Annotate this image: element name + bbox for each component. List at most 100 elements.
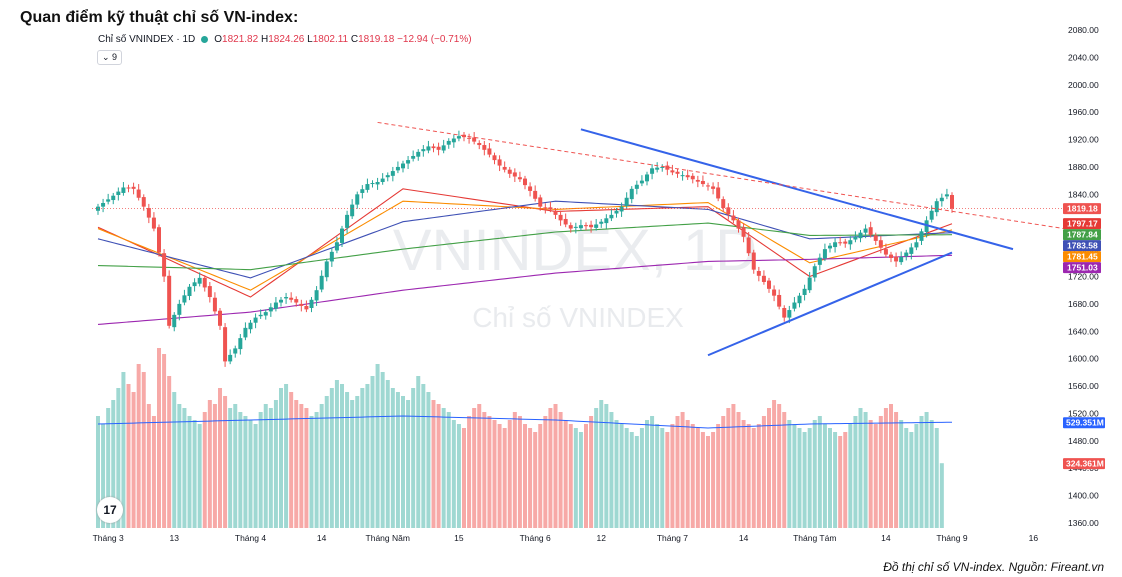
volume-bar xyxy=(253,424,258,528)
candle-body xyxy=(141,197,146,207)
volume-bar xyxy=(507,420,512,528)
volume-bar xyxy=(273,400,278,528)
candle-body xyxy=(878,240,883,248)
volume-bar xyxy=(700,432,705,528)
trendline-3[interactable] xyxy=(377,121,1064,230)
volume-bar xyxy=(828,428,832,528)
y-tick-label: 1960.00 xyxy=(1068,107,1099,117)
figure-caption: Đồ thị chỉ số VN-index. Nguồn: Fireant.v… xyxy=(883,560,1104,574)
volume-bar xyxy=(650,416,655,528)
trendline-1[interactable] xyxy=(580,128,1014,251)
volume-bar xyxy=(767,408,771,528)
candle-body xyxy=(629,188,634,200)
close-label: C xyxy=(350,34,359,45)
candle-body xyxy=(873,235,878,241)
candle-body xyxy=(207,286,212,298)
volume-bar xyxy=(822,424,827,528)
candle-body xyxy=(416,151,421,157)
candle-body xyxy=(106,199,111,202)
x-tick-label: Tháng Năm xyxy=(366,533,410,543)
volume-ma-tag xyxy=(1063,417,1105,429)
volume-bar xyxy=(731,404,736,528)
volume-bar xyxy=(411,388,416,528)
candle-body xyxy=(421,149,426,152)
ohlc-readout: O1821.82 H1824.26 L1802.11 C1819.18 −12.… xyxy=(214,34,471,45)
volume-bar xyxy=(268,408,273,528)
y-tick-label: 2080.00 xyxy=(1068,25,1099,35)
x-tick-label: 14 xyxy=(317,533,327,543)
candle-body xyxy=(482,145,487,150)
open-label: O xyxy=(214,34,223,45)
candle-body xyxy=(151,217,156,229)
volume-bar xyxy=(482,412,487,528)
candle-body xyxy=(365,184,370,190)
candle-body xyxy=(645,174,649,182)
candle-body xyxy=(706,185,710,187)
candle-body xyxy=(487,148,492,155)
candle-body xyxy=(756,271,761,276)
volume-bar xyxy=(746,424,751,528)
volume-bar xyxy=(889,404,893,528)
moving-average-line-4 xyxy=(97,222,953,271)
y-tick-label: 1840.00 xyxy=(1068,189,1099,199)
price-tag-label: 1819.18 xyxy=(1067,204,1098,214)
candle-body xyxy=(802,288,807,295)
price-tag-label: 1751.03 xyxy=(1067,263,1098,273)
candle-body xyxy=(573,226,578,228)
volume-bar xyxy=(248,420,253,528)
volume-last-tag-label: 324.361M xyxy=(1066,459,1104,469)
candle-body xyxy=(665,165,670,170)
volume-bar xyxy=(690,424,695,528)
indicators-toggle-button[interactable]: ⌄ 9 xyxy=(97,50,123,65)
y-tick-label: 1680.00 xyxy=(1068,299,1099,309)
candle-body xyxy=(192,282,197,287)
volume-bar xyxy=(619,424,624,528)
candle-body xyxy=(543,207,548,209)
volume-bar xyxy=(670,424,675,528)
candle-body xyxy=(472,137,477,142)
price-tag-6 xyxy=(1063,262,1101,274)
volume-bar xyxy=(467,416,472,528)
volume-bar xyxy=(177,404,182,528)
volume-bar xyxy=(421,384,426,528)
candle-body xyxy=(223,327,228,362)
candle-body xyxy=(624,197,629,206)
volume-bar xyxy=(665,432,670,528)
candle-body xyxy=(497,159,502,166)
symbol-label[interactable]: Chỉ số VNINDEX · 1D xyxy=(98,34,196,45)
volume-bar xyxy=(782,412,787,528)
candle-body xyxy=(289,297,294,300)
candle-body xyxy=(294,299,299,303)
moving-average-line-2 xyxy=(97,200,953,291)
volume-bar xyxy=(919,416,924,528)
volume-bar xyxy=(873,424,878,528)
candle-body xyxy=(751,252,756,270)
volume-bar xyxy=(548,408,553,528)
trendline-2[interactable] xyxy=(707,251,953,357)
candle-body xyxy=(279,299,283,303)
volume-bar xyxy=(543,416,548,528)
volume-bar xyxy=(512,412,517,528)
volume-bar xyxy=(406,400,411,528)
low-value: 1802.11 xyxy=(312,34,349,45)
candle-body xyxy=(812,266,817,278)
candle-body xyxy=(390,171,395,176)
low-label: L xyxy=(307,34,313,45)
volume-bar xyxy=(279,388,283,528)
page-title: Quan điểm kỹ thuật chỉ số VN-index: xyxy=(20,9,299,26)
y-tick-label: 1880.00 xyxy=(1068,162,1099,172)
volume-bar xyxy=(807,428,812,528)
candle-body xyxy=(228,354,233,362)
candle-body xyxy=(589,224,594,228)
volume-bar xyxy=(263,404,268,528)
volume-layer xyxy=(96,348,953,528)
candle-body xyxy=(599,221,604,224)
candle-body xyxy=(121,187,126,193)
market-status-icon xyxy=(201,36,209,43)
volume-bar xyxy=(309,416,314,528)
candle-body xyxy=(385,175,390,178)
volume-bar xyxy=(675,416,680,528)
volume-bar xyxy=(685,420,690,528)
volume-bar xyxy=(909,432,914,528)
